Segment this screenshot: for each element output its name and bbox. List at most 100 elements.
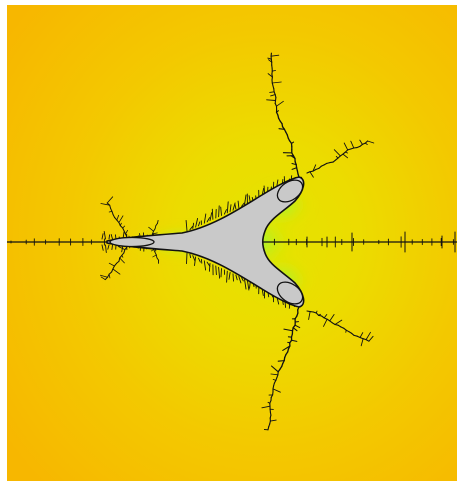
- filament-segment: [106, 202, 111, 206]
- filament-segment: [267, 426, 270, 431]
- filament-segment: [104, 276, 109, 281]
- filament-segment: [308, 311, 311, 320]
- upper-lobe: [276, 179, 304, 203]
- filament-segment: [244, 278, 247, 290]
- filament-segment: [228, 272, 231, 280]
- filament-segment: [323, 318, 328, 327]
- filament-segment: [368, 335, 374, 342]
- filament-segment: [110, 234, 113, 240]
- filament-segment: [152, 254, 157, 258]
- filament-segment: [154, 251, 157, 256]
- filament-segment: [157, 219, 159, 224]
- filament-segment: [123, 249, 126, 254]
- filament-segment: [189, 253, 192, 259]
- filament-segment: [223, 209, 227, 215]
- filament-segment: [150, 249, 155, 252]
- filament-segment: [220, 206, 222, 216]
- filament-segment: [364, 140, 369, 144]
- filament-segment: [220, 268, 222, 278]
- filament-segment: [155, 222, 158, 227]
- filament-segment: [110, 207, 113, 212]
- filament-segment: [271, 81, 282, 84]
- filament-segment: [283, 328, 294, 332]
- filament-segment: [270, 373, 279, 376]
- filament-segment: [111, 244, 113, 250]
- filament-segment: [350, 140, 355, 149]
- filament-segment: [270, 94, 276, 97]
- filament-segment: [269, 91, 275, 93]
- filament-segment: [277, 360, 285, 362]
- filament-segment: [249, 281, 251, 289]
- filament-segment: [234, 203, 237, 210]
- filament-segment: [101, 233, 104, 240]
- filament-segment: [118, 222, 121, 227]
- filament-segment: [329, 314, 335, 322]
- filament-segment: [125, 229, 128, 235]
- filament-segment: [116, 260, 120, 264]
- filament-segment: [218, 205, 220, 218]
- filament-segment: [100, 276, 106, 281]
- filament-segment: [109, 204, 112, 209]
- filament-segment: [278, 128, 285, 130]
- filament-segment: [185, 219, 188, 232]
- filament-segment: [206, 217, 211, 223]
- filament-segment: [291, 339, 298, 342]
- filament-segment: [248, 195, 251, 203]
- filament-segment: [192, 255, 196, 262]
- filament-segment: [276, 100, 284, 107]
- filament-segment: [119, 225, 124, 229]
- filament-segment: [154, 225, 157, 230]
- filament-segment: [186, 252, 188, 265]
- filament-segment: [112, 268, 121, 275]
- filament-segment: [107, 244, 110, 250]
- filament-segment: [118, 215, 124, 224]
- fractal-canvas: [7, 5, 457, 481]
- filament-segment: [203, 260, 207, 271]
- filament-segment: [235, 274, 238, 281]
- filament-segment: [116, 219, 120, 224]
- filament-segment: [244, 194, 247, 206]
- filament-segment: [155, 254, 158, 259]
- filament-segment: [312, 164, 317, 172]
- filament-segment: [148, 226, 154, 232]
- filament-segment: [203, 213, 207, 224]
- filament-segment: [309, 171, 314, 178]
- fractal-image: [7, 5, 457, 481]
- filament-segment: [208, 262, 211, 272]
- filament-segment: [108, 262, 115, 267]
- filament-segment: [333, 149, 341, 157]
- filament-segment: [232, 273, 234, 282]
- filament-segment: [323, 314, 328, 319]
- filament-segment: [195, 217, 199, 228]
- filament-segment: [198, 221, 201, 227]
- filament-segment: [292, 327, 298, 332]
- filament-segment: [272, 388, 281, 393]
- filament-segment: [360, 338, 364, 347]
- filament-segment: [343, 142, 349, 151]
- filament-segment: [269, 419, 277, 422]
- filament-segment: [111, 268, 114, 273]
- filament-segment: [282, 345, 291, 351]
- filament-segment: [211, 208, 214, 220]
- left-bulb: [109, 236, 155, 248]
- filament-segment: [121, 252, 125, 256]
- filament-segment: [108, 271, 113, 275]
- filament-segment: [194, 256, 197, 267]
- filament-segment: [111, 210, 114, 216]
- filament-segment: [365, 331, 371, 341]
- filament-segment: [270, 365, 279, 373]
- filament-segment: [334, 319, 343, 325]
- filament-segment: [107, 273, 110, 278]
- filament-segment: [119, 254, 123, 259]
- filament-segment: [153, 228, 156, 232]
- fractal-set-body: [106, 176, 305, 308]
- filament-segment: [198, 257, 201, 263]
- filament-segment: [291, 167, 298, 170]
- filament-segment: [151, 230, 154, 235]
- filament-segment: [246, 279, 250, 291]
- filament-segment: [114, 217, 118, 221]
- filament-segment: [365, 339, 370, 342]
- filament-segment: [226, 201, 229, 214]
- filament-segment: [241, 202, 245, 207]
- filament-segment: [261, 405, 271, 409]
